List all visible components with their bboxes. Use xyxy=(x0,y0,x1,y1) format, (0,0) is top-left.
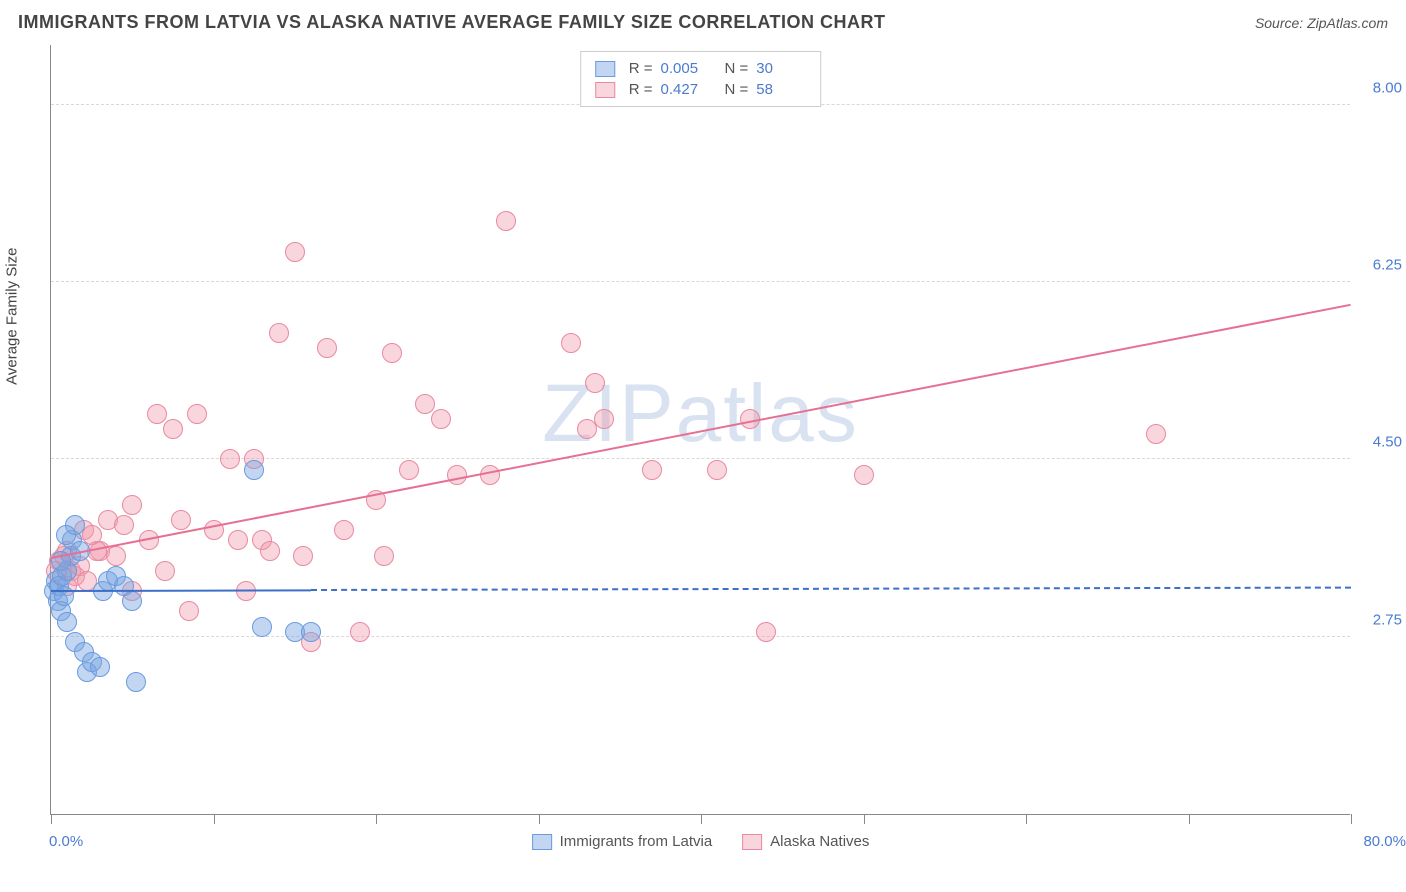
trend-line xyxy=(311,587,1351,591)
data-point xyxy=(1146,424,1166,444)
source-credit: Source: ZipAtlas.com xyxy=(1255,15,1388,31)
source-label: Source: xyxy=(1255,15,1303,31)
legend-swatch-series-0 xyxy=(595,61,615,77)
x-tick xyxy=(864,814,865,824)
data-point xyxy=(431,409,451,429)
r-value-series-1: 0.427 xyxy=(661,81,711,98)
data-point xyxy=(301,622,321,642)
legend-row-series-0: R = 0.005 N = 30 xyxy=(595,58,807,79)
x-tick xyxy=(539,814,540,824)
data-point xyxy=(642,460,662,480)
legend-swatch-bottom-0 xyxy=(532,834,552,850)
n-value-series-1: 58 xyxy=(756,81,806,98)
data-point xyxy=(126,672,146,692)
r-value-series-0: 0.005 xyxy=(661,60,711,77)
data-point xyxy=(90,657,110,677)
data-point xyxy=(147,404,167,424)
data-point xyxy=(293,546,313,566)
legend-series-box: Immigrants from Latvia Alaska Natives xyxy=(532,833,870,850)
x-axis-max-label: 80.0% xyxy=(1363,833,1406,850)
data-point xyxy=(171,510,191,530)
chart-container: Average Family Size ZIPatlas R = 0.005 N… xyxy=(50,45,1390,845)
data-point xyxy=(56,525,76,545)
page-title: IMMIGRANTS FROM LATVIA VS ALASKA NATIVE … xyxy=(18,12,886,33)
n-value-series-0: 30 xyxy=(756,60,806,77)
r-label: R = xyxy=(629,60,653,77)
y-tick-label: 2.75 xyxy=(1373,611,1402,628)
y-axis-label: Average Family Size xyxy=(4,248,21,385)
source-value: ZipAtlas.com xyxy=(1307,15,1388,31)
n-label: N = xyxy=(725,81,749,98)
data-point xyxy=(854,465,874,485)
x-tick xyxy=(376,814,377,824)
legend-correlation-box: R = 0.005 N = 30 R = 0.427 N = 58 xyxy=(580,51,822,107)
data-point xyxy=(285,242,305,262)
scatter-plot: ZIPatlas R = 0.005 N = 30 R = 0.427 N = … xyxy=(50,45,1350,815)
data-point xyxy=(187,404,207,424)
legend-item-series-1: Alaska Natives xyxy=(742,833,869,850)
data-point xyxy=(106,546,126,566)
trend-line xyxy=(51,589,311,592)
x-tick xyxy=(214,814,215,824)
legend-row-series-1: R = 0.427 N = 58 xyxy=(595,79,807,100)
data-point xyxy=(415,394,435,414)
x-tick xyxy=(1189,814,1190,824)
data-point xyxy=(447,465,467,485)
data-point xyxy=(260,541,280,561)
data-point xyxy=(114,515,134,535)
legend-swatch-series-1 xyxy=(595,82,615,98)
data-point xyxy=(228,530,248,550)
x-tick xyxy=(701,814,702,824)
legend-label-series-1: Alaska Natives xyxy=(770,833,869,850)
data-point xyxy=(244,460,264,480)
gridline xyxy=(51,281,1350,282)
data-point xyxy=(122,591,142,611)
data-point xyxy=(585,373,605,393)
n-label: N = xyxy=(725,60,749,77)
y-tick-label: 8.00 xyxy=(1373,79,1402,96)
data-point xyxy=(269,323,289,343)
data-point xyxy=(163,419,183,439)
data-point xyxy=(496,211,516,231)
x-axis-min-label: 0.0% xyxy=(49,833,83,850)
data-point xyxy=(756,622,776,642)
legend-label-series-0: Immigrants from Latvia xyxy=(560,833,713,850)
gridline xyxy=(51,636,1350,637)
r-label: R = xyxy=(629,81,653,98)
data-point xyxy=(155,561,175,581)
data-point xyxy=(707,460,727,480)
data-point xyxy=(350,622,370,642)
data-point xyxy=(399,460,419,480)
x-tick xyxy=(51,814,52,824)
legend-swatch-bottom-1 xyxy=(742,834,762,850)
data-point xyxy=(220,449,240,469)
data-point xyxy=(334,520,354,540)
data-point xyxy=(317,338,337,358)
data-point xyxy=(382,343,402,363)
legend-item-series-0: Immigrants from Latvia xyxy=(532,833,713,850)
data-point xyxy=(179,601,199,621)
data-point xyxy=(57,612,77,632)
data-point xyxy=(561,333,581,353)
title-bar: IMMIGRANTS FROM LATVIA VS ALASKA NATIVE … xyxy=(0,0,1406,41)
data-point xyxy=(594,409,614,429)
data-point xyxy=(252,617,272,637)
data-point xyxy=(374,546,394,566)
data-point xyxy=(122,495,142,515)
x-tick xyxy=(1026,814,1027,824)
x-tick xyxy=(1351,814,1352,824)
y-tick-label: 6.25 xyxy=(1373,257,1402,274)
y-tick-label: 4.50 xyxy=(1373,434,1402,451)
